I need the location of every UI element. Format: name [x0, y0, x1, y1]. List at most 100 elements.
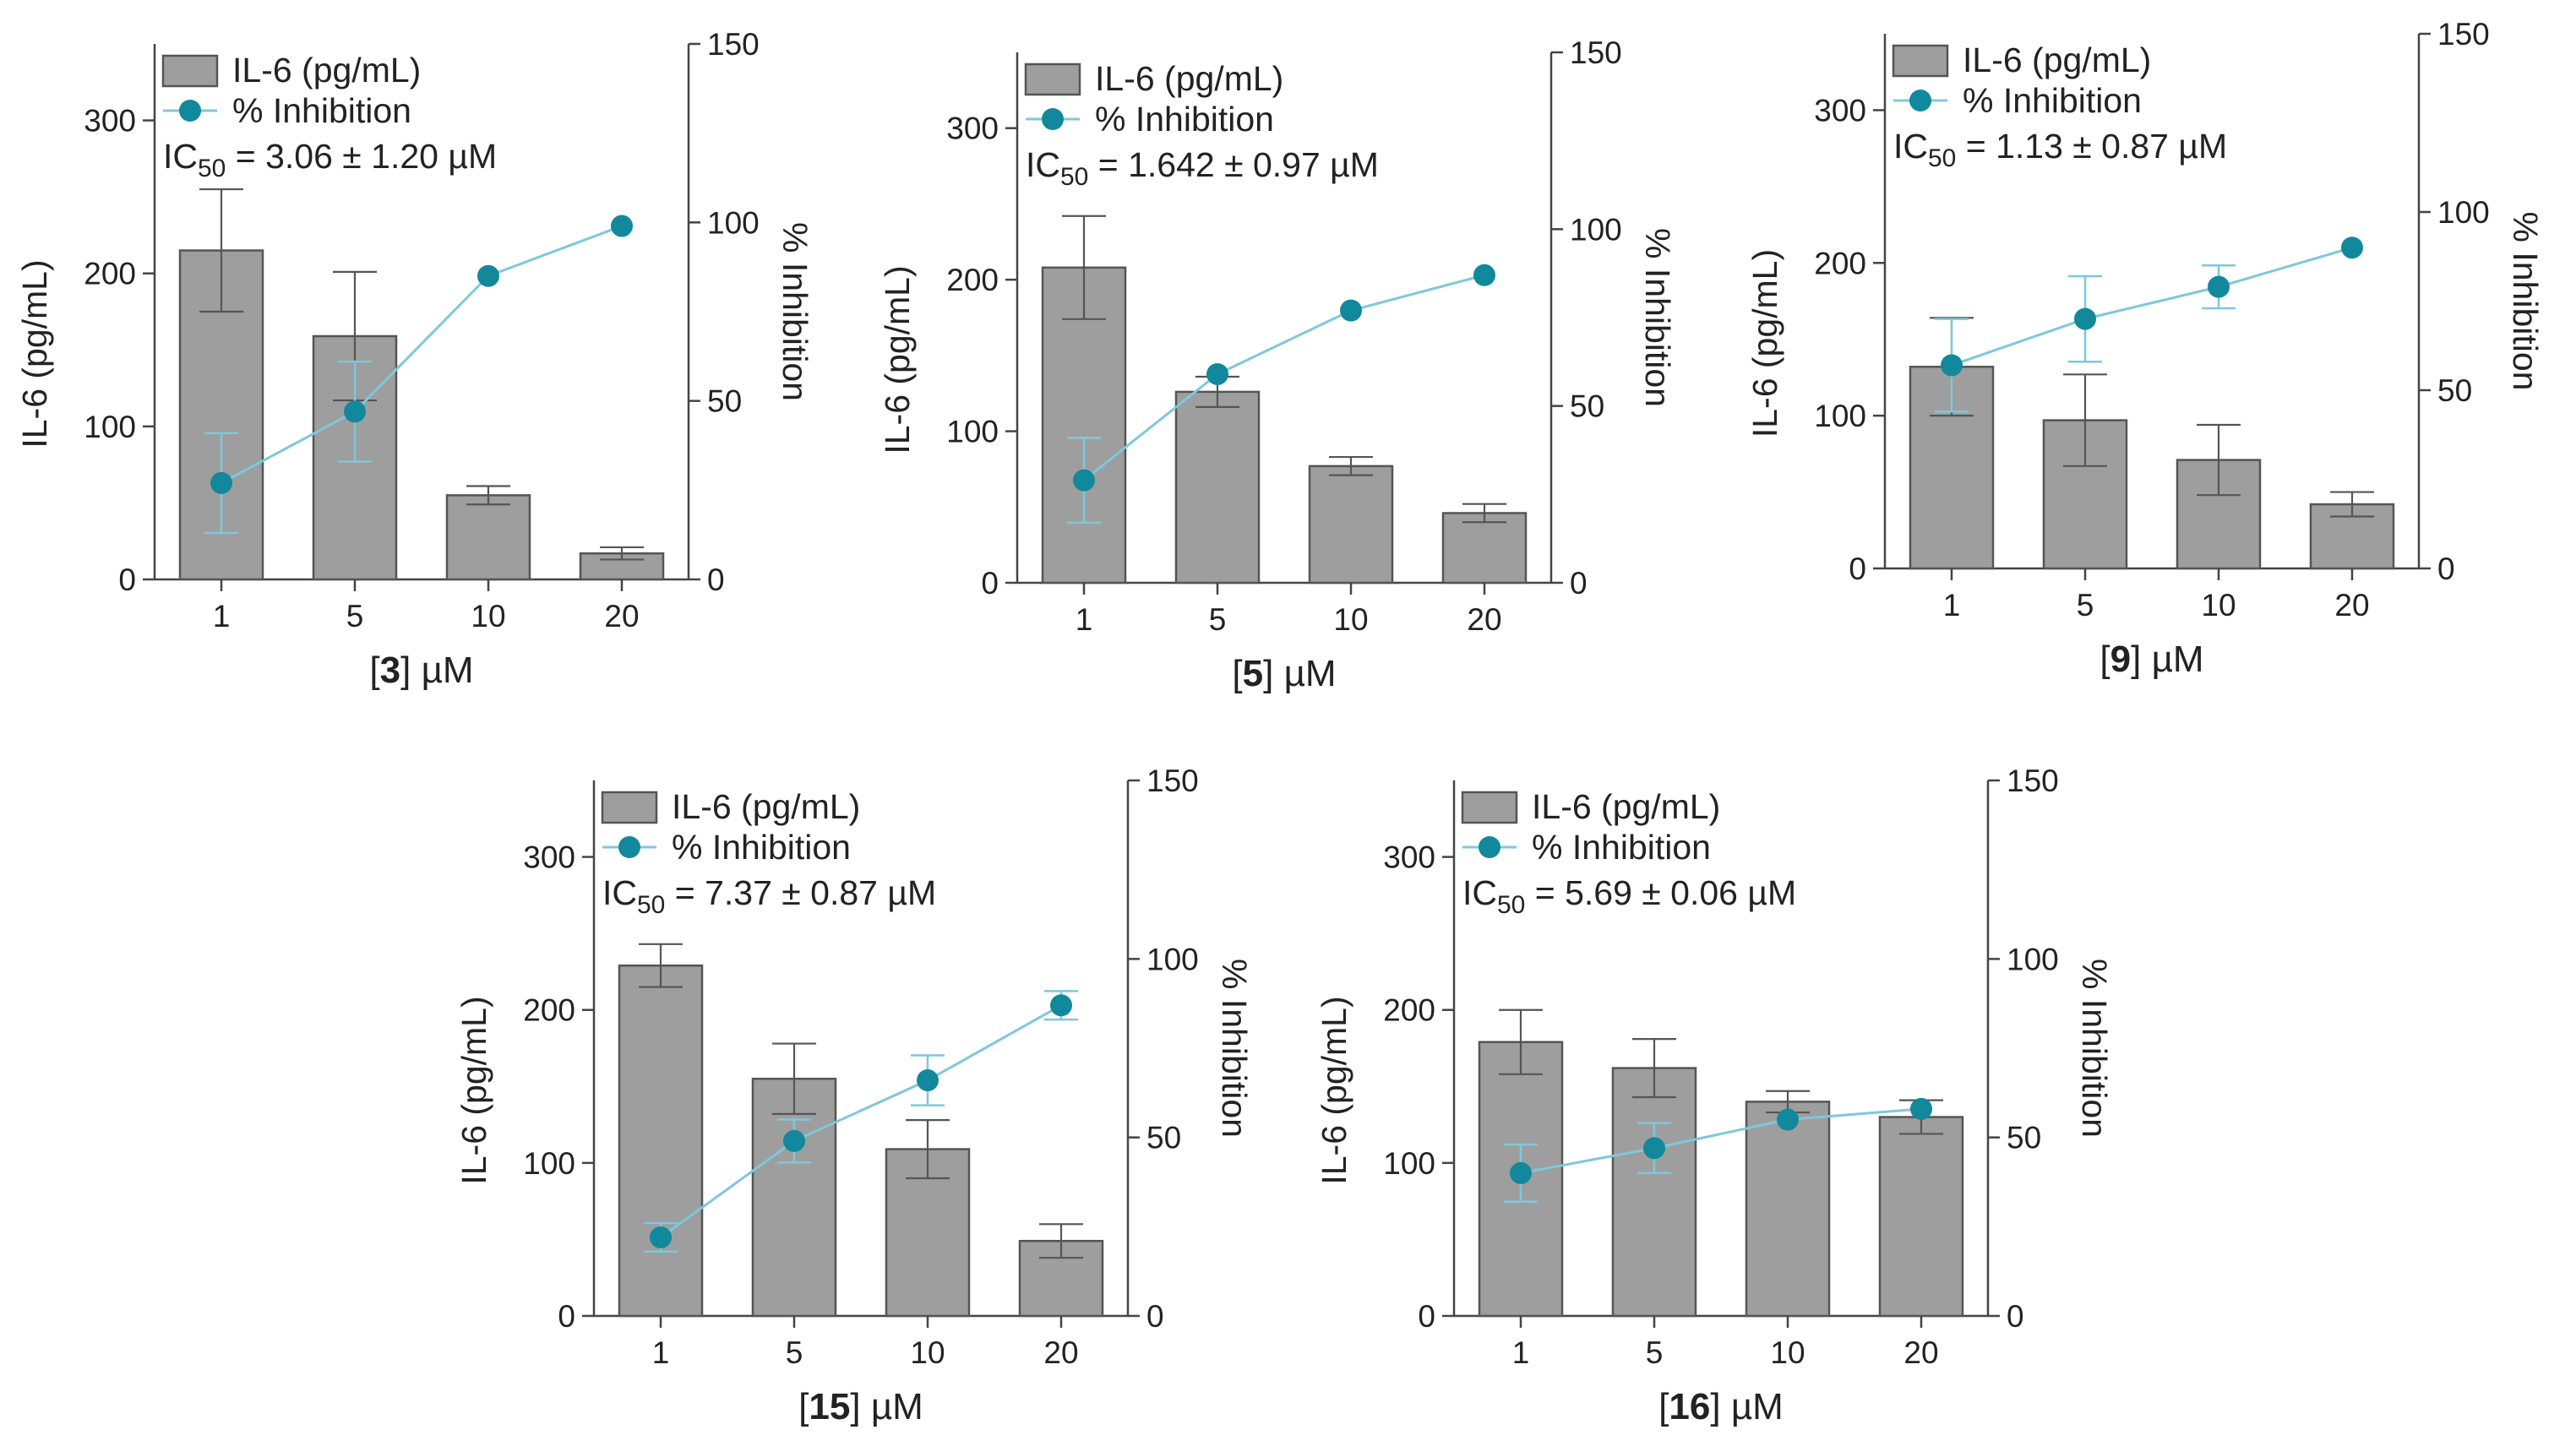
x-tick-label: 20 — [604, 599, 639, 633]
ic50-symbol: IC — [1462, 873, 1497, 912]
right-tick-label: 50 — [2007, 1121, 2041, 1155]
x-axis-title-unit: µM — [1731, 1386, 1784, 1427]
ic50-annotation: IC50 = 1.13 ± 0.87 µM — [1893, 127, 2227, 172]
inhibition-point-5 — [783, 1129, 805, 1152]
right-tick-label: 150 — [2437, 17, 2490, 52]
ic50-subscript: 50 — [1060, 163, 1088, 191]
x-tick-label: 1 — [652, 1335, 670, 1370]
left-tick-label: 100 — [946, 415, 999, 449]
legend-bar-swatch — [601, 791, 658, 824]
left-tick-label: 200 — [1814, 246, 1866, 280]
legend-bar-label: IL-6 (pg/mL) — [1095, 59, 1283, 98]
ic50-symbol: IC — [1893, 127, 1928, 166]
ic50-symbol: IC — [602, 873, 637, 912]
left-tick-label: 100 — [1814, 399, 1866, 433]
legend-bar-swatch — [161, 54, 219, 88]
inhibition-point-10 — [917, 1069, 939, 1092]
right-tick-label: 50 — [1570, 389, 1604, 424]
bar-10 — [1308, 465, 1394, 584]
x-axis-title: [5] µM — [1232, 653, 1336, 694]
x-tick-label: 5 — [2077, 588, 2094, 622]
right-axis-title: % Inhibition — [776, 222, 814, 401]
left-axis-title: IL-6 (pg/mL) — [455, 996, 493, 1184]
left-axis-title: IL-6 (pg/mL) — [1745, 249, 1784, 438]
inhibition-point-1 — [1510, 1161, 1532, 1184]
legend-bar-label: IL-6 (pg/mL) — [232, 51, 421, 90]
x-tick-label: 5 — [346, 599, 364, 633]
x-axis-title-bracket-open: [ — [798, 1386, 809, 1427]
ic50-subscript: 50 — [1928, 144, 1956, 172]
legend-bar-swatch — [1024, 63, 1081, 96]
legend-line-marker — [1042, 108, 1064, 130]
legend-line-label: % Inhibition — [1095, 100, 1274, 139]
ic50-symbol: IC — [1026, 145, 1060, 184]
legend-line-label: % Inhibition — [1963, 81, 2142, 120]
x-tick-label: 1 — [1512, 1335, 1530, 1370]
inhibition-point-10 — [2208, 275, 2230, 298]
x-axis-title-bracket-close: ] — [1710, 1386, 1730, 1427]
inhibition-line — [660, 1003, 1062, 1239]
x-tick-label: 10 — [471, 599, 505, 633]
x-axis-title-unit: µM — [1284, 653, 1337, 694]
bar-1 — [618, 964, 704, 1318]
right-tick-label: 50 — [1146, 1121, 1181, 1155]
legend-line-label: % Inhibition — [1532, 828, 1711, 867]
x-axis-title-bracket-close: ] — [1263, 653, 1283, 694]
bar-1 — [1041, 266, 1127, 584]
x-tick-label: 20 — [1903, 1335, 1938, 1370]
legend-bar-label: IL-6 (pg/mL) — [672, 787, 860, 826]
left-tick-label: 0 — [1418, 1299, 1435, 1334]
left-tick-label: 100 — [523, 1146, 575, 1181]
inhibition-point-1 — [1073, 469, 1095, 492]
left-tick-label: 0 — [118, 563, 136, 597]
legend-line-label: % Inhibition — [672, 828, 851, 867]
left-axis-title: IL-6 (pg/mL) — [15, 259, 54, 448]
inhibition-point-5 — [1206, 362, 1228, 385]
inhibition-line — [221, 225, 623, 485]
x-axis-title-compound: 16 — [1669, 1386, 1710, 1427]
x-tick-label: 10 — [2201, 588, 2236, 622]
legend-line-marker — [179, 100, 201, 122]
inhibition-point-20 — [1910, 1097, 1932, 1120]
right-tick-label: 100 — [2437, 195, 2490, 230]
x-axis-title: [9] µM — [2099, 639, 2203, 680]
left-tick-label: 0 — [981, 566, 999, 601]
left-tick-label: 300 — [1814, 93, 1866, 128]
inhibition-point-5 — [1643, 1137, 1665, 1160]
x-tick-label: 10 — [1333, 602, 1368, 637]
left-axis-title: IL-6 (pg/mL) — [1315, 996, 1353, 1184]
right-tick-label: 100 — [1570, 212, 1622, 247]
x-tick-label: 10 — [910, 1335, 945, 1370]
legend-bar-swatch — [1461, 791, 1518, 824]
right-tick-label: 150 — [2007, 764, 2059, 798]
inhibition-point-5 — [344, 400, 366, 423]
legend-line-marker — [1909, 90, 1931, 111]
legend-line-marker — [1479, 836, 1500, 858]
right-tick-label: 50 — [2437, 373, 2472, 408]
bar-20 — [1441, 512, 1528, 584]
x-tick-label: 20 — [1043, 1335, 1078, 1370]
left-tick-label: 100 — [1383, 1146, 1435, 1181]
x-axis-title-bracket-close: ] — [2131, 639, 2151, 680]
inhibition-line — [1520, 1107, 1922, 1175]
legend-line-marker — [618, 836, 640, 858]
left-axis-title: IL-6 (pg/mL) — [878, 265, 917, 454]
x-tick-label: 5 — [1646, 1335, 1664, 1370]
ic50-annotation: IC50 = 3.06 ± 1.20 µM — [163, 137, 497, 182]
inhibition-point-20 — [1473, 264, 1495, 286]
x-axis-title-bracket-open: [ — [369, 650, 379, 691]
x-axis-title-bracket-close: ] — [400, 650, 421, 691]
left-tick-label: 200 — [1383, 993, 1435, 1028]
right-tick-label: 0 — [2437, 552, 2455, 586]
bar-5 — [1611, 1067, 1697, 1318]
x-tick-label: 1 — [213, 599, 231, 633]
left-tick-label: 200 — [84, 257, 136, 291]
inhibition-point-20 — [1050, 994, 1072, 1017]
inhibition-line — [1083, 274, 1485, 481]
bar-5 — [751, 1077, 837, 1318]
